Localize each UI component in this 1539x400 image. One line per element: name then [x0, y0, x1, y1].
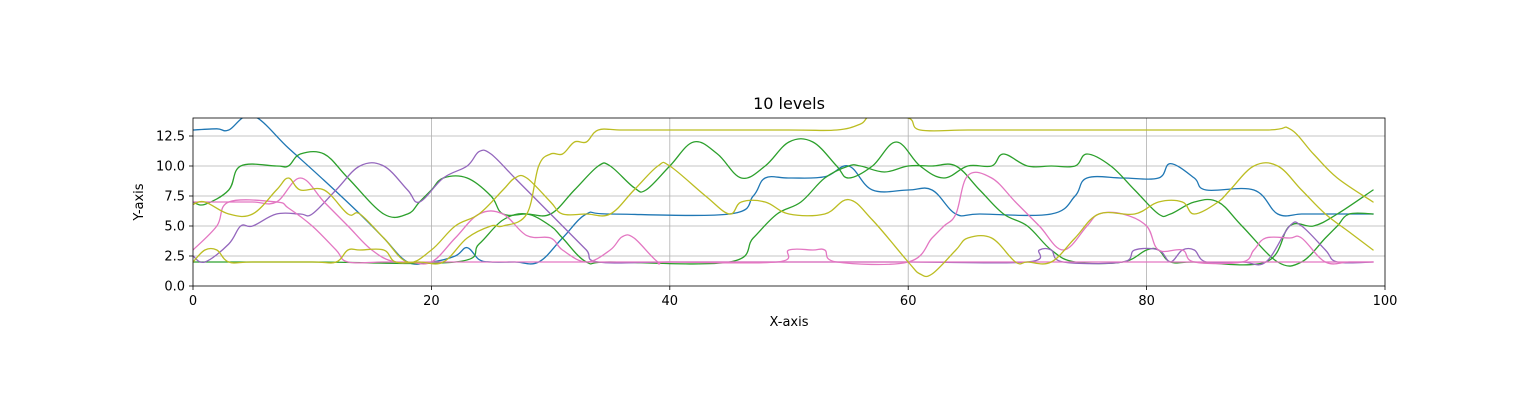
x-axis-label: X-axis: [770, 315, 809, 330]
chart-title: 10 levels: [753, 94, 825, 113]
x-tick-label: 100: [1373, 294, 1398, 309]
y-tick-label: 2.5: [164, 250, 185, 265]
series-line-6: [193, 177, 1374, 264]
x-tick-label: 40: [662, 294, 679, 309]
x-tick-label: 60: [900, 294, 917, 309]
y-axis-ticks: 0.0 2.5 5.0 7.5 10.0 12.5: [156, 130, 193, 295]
y-tick-label: 10.0: [156, 160, 185, 175]
x-tick-label: 0: [189, 294, 197, 309]
plot-frame: [192, 117, 1386, 287]
series-line-8: [193, 161, 1374, 278]
x-axis-ticks: 0 20 40 60 80 100: [189, 286, 1398, 309]
y-axis-label: Y-axis: [132, 183, 147, 221]
y-tick-label: 0.0: [164, 280, 185, 295]
y-tick-label: 5.0: [164, 220, 185, 235]
series-line-4: [193, 149, 1374, 266]
x-tick-label: 80: [1138, 294, 1155, 309]
x-tick-label: 20: [423, 294, 440, 309]
series-line-7: [193, 118, 1374, 265]
series-line-2: [193, 138, 1374, 267]
series-lines: [193, 118, 1374, 278]
y-tick-label: 7.5: [164, 190, 185, 205]
y-tick-label: 12.5: [156, 130, 185, 145]
